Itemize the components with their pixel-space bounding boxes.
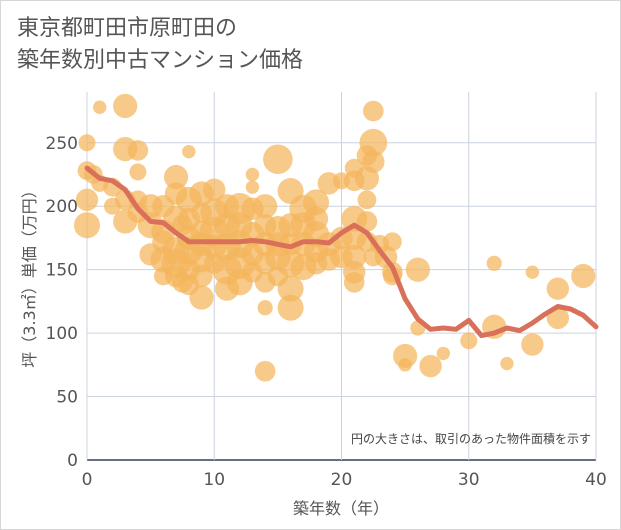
x-axis-title: 築年数（年） (293, 499, 389, 518)
price-bubble (362, 150, 385, 173)
y-tick-labels: 0 50 100 150 200 250 (46, 134, 78, 471)
price-bubble (75, 188, 99, 212)
price-bubble (486, 255, 502, 271)
y-tick-label: 200 (46, 197, 78, 217)
price-bubble (74, 212, 100, 239)
average-price-line (84, 165, 599, 339)
price-bubble (436, 346, 450, 361)
price-bubble (257, 300, 273, 316)
x-tick-label: 20 (331, 470, 353, 490)
price-bubble (113, 93, 138, 119)
price-bubble (277, 275, 304, 302)
x-tick-label: 30 (458, 470, 480, 490)
price-bubble (343, 272, 365, 293)
chart-title-line2: 築年数別中古マンション価格 (17, 48, 304, 73)
chart-title-line1: 東京都町田市原町田の (17, 16, 238, 41)
price-bubble (546, 277, 570, 300)
y-tick-label: 100 (46, 324, 78, 344)
price-bubble (129, 163, 147, 181)
price-bubble (525, 265, 540, 279)
y-tick-label: 50 (56, 388, 78, 408)
y-axis-title: 坪（3.3㎡）単価（万円） (20, 182, 39, 367)
price-bubble (254, 360, 276, 382)
price-bubble (356, 211, 378, 232)
price-bubble (405, 257, 430, 282)
price-bubble (398, 358, 412, 372)
x-tick-label: 10 (203, 470, 225, 490)
price-bubble (163, 164, 189, 190)
chart-title: 東京都町田市原町田の 築年数別中古マンション価格 (17, 13, 303, 77)
price-bubble (359, 128, 388, 157)
price-bubble (245, 167, 260, 182)
price-bubble (357, 190, 377, 210)
x-tick-label: 0 (82, 470, 93, 490)
price-bubble (500, 356, 514, 371)
price-bubble (127, 140, 149, 161)
price-bubbles (74, 93, 596, 382)
price-bubble (460, 332, 478, 350)
y-tick-label: 0 (67, 451, 78, 471)
price-bubble (277, 294, 304, 321)
price-bubble (383, 232, 402, 252)
price-bubble (93, 100, 107, 114)
price-bubble (253, 194, 278, 219)
price-bubble (78, 134, 96, 152)
price-bubble (263, 144, 293, 175)
y-tick-label: 250 (46, 134, 78, 154)
price-bubble (182, 144, 196, 159)
x-tick-label: 40 (585, 470, 607, 490)
price-bubble (521, 333, 544, 356)
price-bubble (203, 178, 226, 201)
bubble-size-note: 円の大きさは、取引のあった物件面積を示す (351, 431, 591, 446)
x-tick-labels: 0 10 20 30 40 (82, 470, 607, 490)
price-bubble (189, 285, 214, 310)
price-bubble (245, 180, 260, 194)
price-bubble (571, 263, 596, 289)
price-bubble (363, 100, 384, 122)
price-bubble (419, 354, 442, 378)
y-tick-label: 150 (46, 261, 78, 281)
